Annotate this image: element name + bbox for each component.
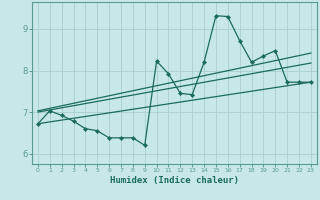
X-axis label: Humidex (Indice chaleur): Humidex (Indice chaleur)	[110, 176, 239, 185]
